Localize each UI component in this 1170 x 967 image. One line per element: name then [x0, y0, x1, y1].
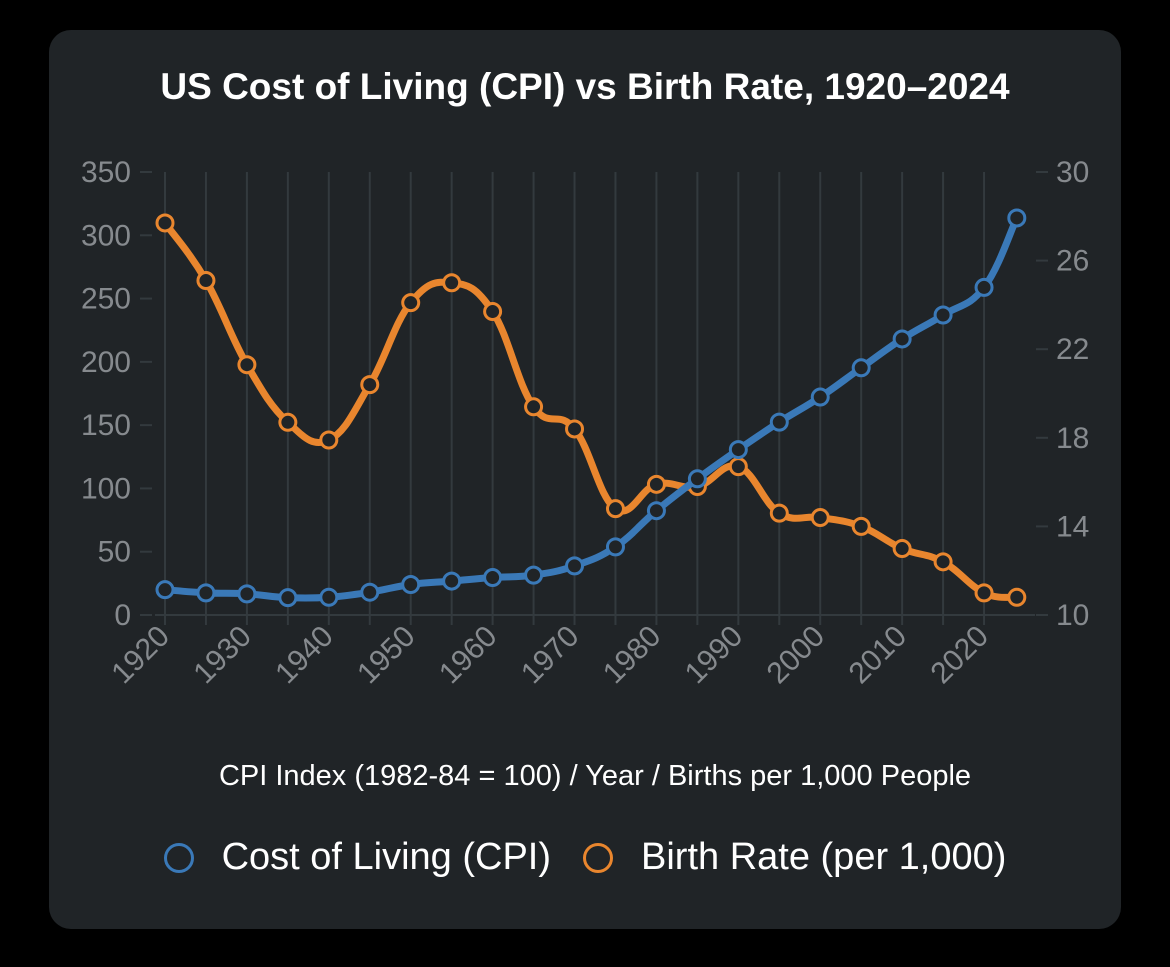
data-point-birth — [278, 412, 298, 432]
data-point-cpi — [196, 583, 216, 603]
chart-title: US Cost of Living (CPI) vs Birth Rate, 1… — [160, 66, 1010, 107]
data-point-cpi — [646, 501, 666, 521]
data-point-cpi — [892, 329, 912, 349]
data-point-birth — [646, 474, 666, 494]
data-point-birth — [155, 213, 175, 233]
data-point-cpi — [319, 587, 339, 607]
data-point-cpi — [810, 387, 830, 407]
y-left-tick-label: 0 — [114, 599, 131, 632]
legend-marker-birth — [583, 842, 614, 873]
y-left-tick-label: 300 — [81, 219, 131, 252]
data-point-cpi — [237, 584, 257, 604]
data-point-cpi — [483, 568, 503, 588]
data-point-birth — [524, 397, 544, 417]
y-right-tick-label: 14 — [1056, 510, 1089, 543]
data-point-cpi — [278, 588, 298, 608]
data-point-birth — [974, 583, 994, 603]
data-point-birth — [483, 302, 503, 322]
data-point-birth — [360, 375, 380, 395]
data-point-cpi — [155, 580, 175, 600]
x-tick-label: 1970 — [515, 620, 586, 691]
x-tick-label: 2010 — [843, 620, 914, 691]
data-point-birth — [401, 293, 421, 313]
grid-lines — [155, 172, 1035, 625]
y-left-tick-label: 100 — [81, 472, 131, 505]
data-point-cpi — [401, 574, 421, 594]
data-point-birth — [1007, 587, 1027, 607]
legend-label-birth: Birth Rate (per 1,000) — [641, 836, 1007, 878]
data-point-birth — [319, 430, 339, 450]
data-point-birth — [810, 508, 830, 528]
data-point-birth — [442, 273, 462, 293]
data-point-cpi — [605, 537, 625, 557]
data-point-birth — [728, 457, 748, 477]
series-line-cpi — [161, 214, 1021, 602]
y-right-tick-label: 18 — [1056, 422, 1089, 455]
data-point-cpi — [851, 358, 871, 378]
data-point-birth — [851, 516, 871, 536]
data-point-cpi — [933, 305, 953, 325]
y-left-tick-label: 350 — [81, 156, 131, 189]
data-point-cpi — [524, 565, 544, 585]
data-point-birth — [892, 539, 912, 559]
y-left-tick-label: 50 — [98, 536, 131, 569]
series-line-birth — [161, 219, 1021, 601]
x-tick-label: 1930 — [187, 620, 258, 691]
legend: Cost of Living (CPI) Birth Rate (per 1,0… — [0, 836, 1170, 879]
data-point-birth — [196, 271, 216, 291]
data-point-cpi — [974, 277, 994, 297]
legend-label-cpi: Cost of Living (CPI) — [221, 836, 552, 878]
legend-marker-cpi — [163, 842, 194, 873]
data-point-cpi — [687, 469, 707, 489]
y-left-tick-label: 200 — [81, 346, 131, 379]
data-point-birth — [237, 355, 257, 375]
data-point-birth — [933, 552, 953, 572]
data-point-cpi — [565, 556, 585, 576]
legend-item-cpi[interactable]: Cost of Living (CPI) — [163, 836, 552, 879]
data-point-birth — [565, 419, 585, 439]
y-right-tick-label: 26 — [1056, 245, 1089, 278]
series — [155, 208, 1027, 608]
x-tick-label: 1980 — [597, 620, 668, 691]
x-tick-label: 1990 — [679, 620, 750, 691]
data-point-birth — [769, 503, 789, 523]
y-left-tick-label: 150 — [81, 409, 131, 442]
data-point-cpi — [1007, 208, 1027, 228]
data-point-cpi — [360, 582, 380, 602]
x-tick-label: 2000 — [761, 620, 832, 691]
y-right-tick-label: 22 — [1056, 333, 1089, 366]
legend-item-birth[interactable]: Birth Rate (per 1,000) — [583, 836, 1006, 879]
data-point-cpi — [442, 571, 462, 591]
x-tick-label: 1940 — [269, 620, 340, 691]
data-point-cpi — [769, 412, 789, 432]
y-left-tick-label: 250 — [81, 283, 131, 316]
data-point-cpi — [728, 440, 748, 460]
data-point-birth — [605, 499, 625, 519]
x-tick-label: 1950 — [351, 620, 422, 691]
y-right-tick-label: 30 — [1056, 156, 1089, 189]
y-right-tick-label: 10 — [1056, 599, 1089, 632]
axis-caption: CPI Index (1982-84 = 100) / Year / Birth… — [218, 760, 972, 792]
x-tick-label: 2020 — [924, 620, 995, 691]
x-tick-label: 1960 — [433, 620, 504, 691]
